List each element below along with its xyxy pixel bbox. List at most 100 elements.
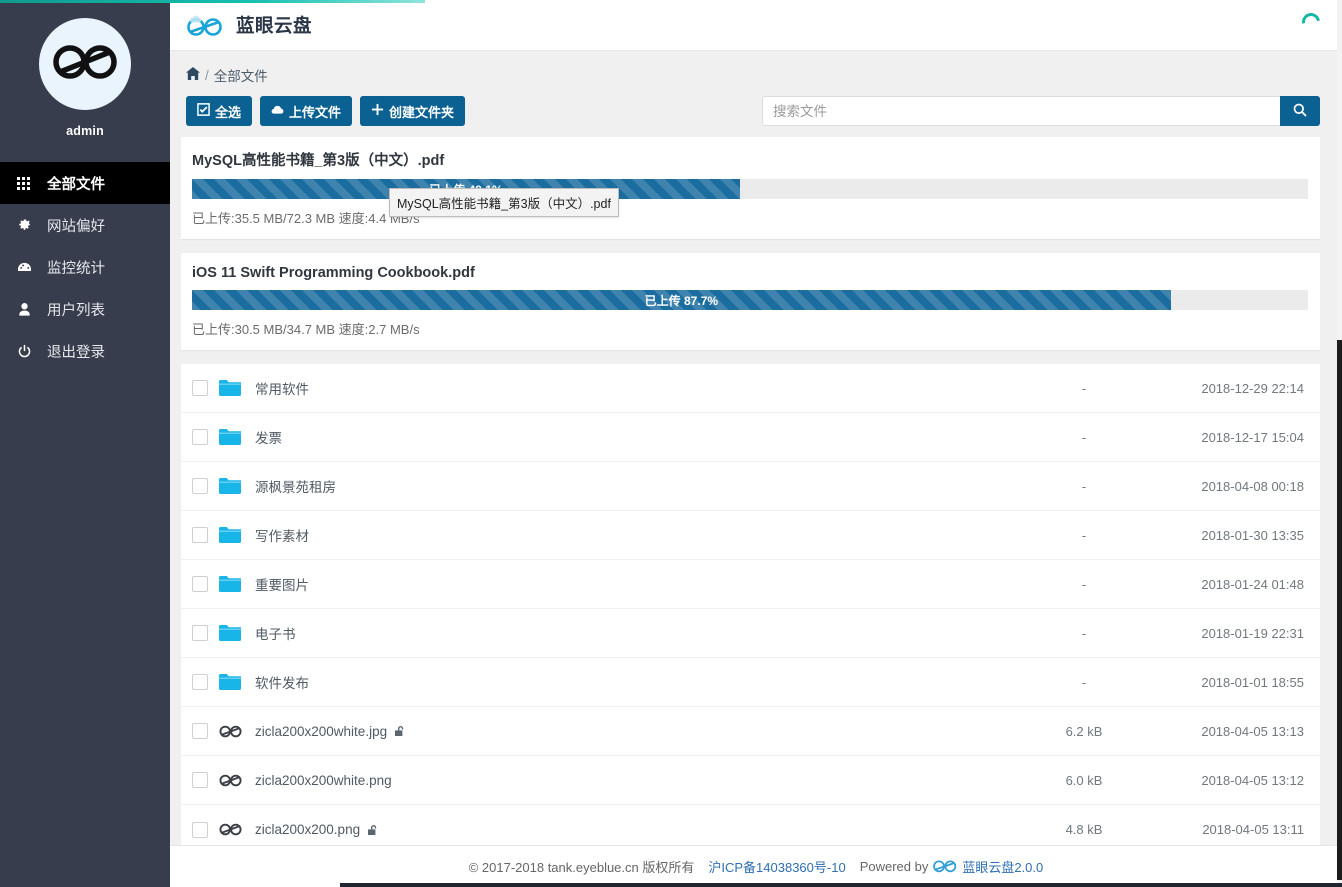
row-name-cell[interactable]: zicla200x200white.png xyxy=(255,773,1004,788)
table-row[interactable]: 发票 - 2018-12-17 15:04 xyxy=(181,413,1320,462)
row-icon xyxy=(219,822,255,837)
row-checkbox-cell xyxy=(181,772,219,788)
page-scrollbar-thumb[interactable] xyxy=(1337,340,1342,880)
table-row[interactable]: zicla200x200.png 4.8 kB 2018-04-05 13:11 xyxy=(181,805,1320,845)
app-title: 蓝眼云盘 xyxy=(236,15,313,36)
row-icon xyxy=(219,624,255,642)
file-date: 2018-04-08 00:18 xyxy=(1201,478,1304,494)
file-size: 4.8 kB xyxy=(1065,822,1103,837)
file-date: 2018-04-05 13:13 xyxy=(1201,723,1304,739)
upload-file-label: 上传文件 xyxy=(289,104,342,120)
sidebar-item-preferences[interactable]: 网站偏好 xyxy=(0,204,170,246)
upload-file-button[interactable]: 上传文件 xyxy=(260,96,353,126)
cloud-infinity-logo-icon xyxy=(186,13,224,37)
file-name: 常用软件 xyxy=(255,382,309,397)
row-checkbox-cell xyxy=(181,821,219,838)
row-name-cell[interactable]: zicla200x200.png xyxy=(255,822,1004,837)
row-checkbox[interactable] xyxy=(192,576,208,592)
upload-panel: MySQL高性能书籍_第3版（中文）.pdf 已上传 49.1% 已上传:35.… xyxy=(181,137,1320,239)
upload-progress-track: 已上传 49.1% xyxy=(192,179,1308,199)
row-checkbox[interactable] xyxy=(192,772,208,788)
row-name-cell[interactable]: 软件发布 xyxy=(255,672,1004,692)
avatar-username: admin xyxy=(66,124,104,138)
table-row[interactable]: 电子书 - 2018-01-19 22:31 xyxy=(181,609,1320,658)
row-name-cell[interactable]: 发票 xyxy=(255,427,1004,447)
table-row[interactable]: 写作素材 - 2018-01-30 13:35 xyxy=(181,511,1320,560)
upload-progress-fill: 已上传 87.7% xyxy=(192,290,1171,310)
breadcrumb-current: 全部文件 xyxy=(213,69,268,84)
row-checkbox-cell xyxy=(181,527,219,543)
image-thumb-icon xyxy=(219,774,242,786)
search-icon xyxy=(1293,103,1307,120)
row-checkbox[interactable] xyxy=(192,429,208,445)
footer-icp-link[interactable]: 沪ICP备14038360号-10 xyxy=(708,860,846,875)
file-name: 重要图片 xyxy=(255,578,309,593)
sidebar-item-user-list[interactable]: 用户列表 xyxy=(0,288,170,330)
file-size: - xyxy=(1081,576,1087,592)
search-input[interactable] xyxy=(762,96,1280,126)
row-checkbox[interactable] xyxy=(192,380,208,396)
create-folder-label: 创建文件夹 xyxy=(389,104,455,120)
row-name-cell[interactable]: 写作素材 xyxy=(255,525,1004,545)
row-icon xyxy=(219,673,255,691)
app-header: 蓝眼云盘 xyxy=(170,0,1342,51)
search-button[interactable] xyxy=(1280,96,1320,126)
plus-icon xyxy=(371,103,384,119)
file-date: 2018-01-01 18:55 xyxy=(1201,674,1304,690)
upload-progress-track: 已上传 87.7% xyxy=(192,290,1308,310)
file-name: 电子书 xyxy=(255,627,296,642)
main-area: 蓝眼云盘 / 全部文件 全选 xyxy=(170,0,1342,887)
row-name-cell[interactable]: 电子书 xyxy=(255,623,1004,643)
file-size: 6.2 kB xyxy=(1065,723,1103,739)
row-checkbox[interactable] xyxy=(192,527,208,543)
footer-copyright: © 2017-2018 tank.eyeblue.cn 版权所有 xyxy=(468,860,695,875)
table-row[interactable]: zicla200x200white.png 6.0 kB 2018-04-05 … xyxy=(181,756,1320,805)
row-icon xyxy=(219,428,255,446)
page-scrollbar[interactable] xyxy=(1337,0,1342,887)
file-name: zicla200x200white.png xyxy=(255,772,392,788)
sidebar: admin 全部文件 网站偏好 监控统计 xyxy=(0,0,170,887)
row-icon xyxy=(219,724,255,739)
sidebar-item-logout[interactable]: 退出登录 xyxy=(0,330,170,372)
home-icon[interactable] xyxy=(186,67,200,83)
breadcrumb-separator: / xyxy=(205,67,209,83)
row-name-cell[interactable]: 重要图片 xyxy=(255,574,1004,594)
unlock-icon[interactable] xyxy=(394,725,406,737)
avatar[interactable] xyxy=(39,18,131,110)
file-size: - xyxy=(1081,674,1087,690)
row-checkbox[interactable] xyxy=(192,625,208,641)
table-row[interactable]: 软件发布 - 2018-01-01 18:55 xyxy=(181,658,1320,707)
file-date: 2018-04-05 13:11 xyxy=(1202,822,1304,837)
row-name-cell[interactable]: 源枫景苑租房 xyxy=(255,476,1004,496)
infinity-logo-icon xyxy=(52,42,118,87)
row-checkbox-cell xyxy=(181,429,219,445)
user-icon xyxy=(17,302,39,317)
gear-icon xyxy=(17,218,39,233)
horizontal-scrollbar[interactable] xyxy=(340,883,1342,887)
row-checkbox[interactable] xyxy=(192,821,208,838)
table-row[interactable]: 常用软件 - 2018-12-29 22:14 xyxy=(181,364,1320,413)
row-checkbox[interactable] xyxy=(192,674,208,690)
file-name: 源枫景苑租房 xyxy=(255,480,336,495)
row-checkbox[interactable] xyxy=(192,723,208,739)
row-name-cell[interactable]: zicla200x200white.jpg xyxy=(255,724,1004,739)
file-name: zicla200x200.png xyxy=(255,822,361,837)
file-date: 2018-01-30 13:35 xyxy=(1201,527,1304,543)
table-row[interactable]: 重要图片 - 2018-01-24 01:48 xyxy=(181,560,1320,609)
select-all-button[interactable]: 全选 xyxy=(186,96,253,126)
row-icon xyxy=(219,773,255,788)
row-name-cell[interactable]: 常用软件 xyxy=(255,378,1004,398)
sidebar-item-all-files[interactable]: 全部文件 xyxy=(0,162,170,204)
row-checkbox[interactable] xyxy=(192,478,208,494)
upload-panel: iOS 11 Swift Programming Cookbook.pdf 已上… xyxy=(181,253,1320,350)
unlock-icon[interactable] xyxy=(367,824,379,836)
file-date: 2018-12-17 15:04 xyxy=(1201,429,1304,445)
footer-product-link[interactable]: 蓝眼云盘2.0.0 xyxy=(962,860,1044,875)
sidebar-item-monitoring[interactable]: 监控统计 xyxy=(0,246,170,288)
table-row[interactable]: 源枫景苑租房 - 2018-04-08 00:18 xyxy=(181,462,1320,511)
create-folder-button[interactable]: 创建文件夹 xyxy=(360,96,466,126)
folder-icon xyxy=(219,527,241,543)
table-row[interactable]: zicla200x200white.jpg 6.2 kB 2018-04-05 … xyxy=(181,707,1320,756)
upload-file-name: iOS 11 Swift Programming Cookbook.pdf xyxy=(192,265,475,281)
row-icon xyxy=(219,575,255,593)
